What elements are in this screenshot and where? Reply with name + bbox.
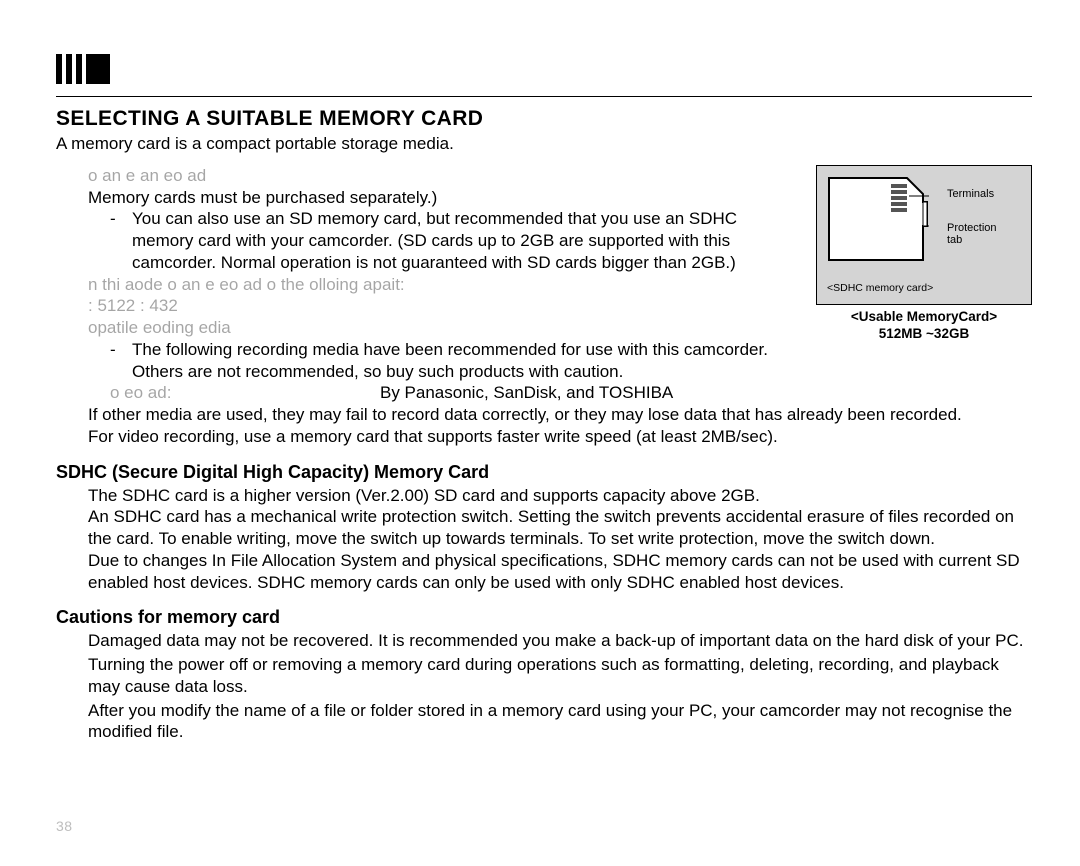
label-protection-line2: tab (947, 234, 962, 246)
sdhc-p1: The SDHC card is a higher version (Ver.2… (56, 485, 1032, 507)
media-brands-row: o eo ad: By Panasonic, SanDisk, and TOSH… (56, 382, 1032, 404)
page-number-value: 38 (56, 818, 73, 834)
dash-icon: - (110, 208, 132, 273)
other-media-warning: If other media are used, they may fail t… (56, 404, 1032, 426)
faint-line-a: o an e an eo ad (56, 165, 1032, 187)
manual-page: SELECTING A SUITABLE MEMORY CARD A memor… (0, 0, 1080, 866)
cautions-heading: Cautions for memory card (56, 607, 1032, 628)
faint-line-d: : 5122 : 432 (56, 295, 1032, 317)
bullet-sd-vs-sdhc: - You can also use an SD memory card, bu… (56, 208, 806, 273)
label-protection-line1: Protection (947, 222, 997, 234)
cautions-p1: Damaged data may not be recovered. It is… (56, 630, 1032, 652)
media-brands-value: By Panasonic, SanDisk, and TOSHIBA (380, 382, 673, 404)
faint-line-c: n thi aode o an e eo ad o the olloing ap… (56, 274, 1032, 296)
bullet-recording-media: - The following recording media have bee… (56, 339, 806, 383)
bullet-2-line1: The following recording media have been … (132, 340, 768, 359)
bullet-1-line3: camcorder. Normal operation is not guara… (132, 253, 736, 272)
cautions-p3: After you modify the name of a file or f… (56, 700, 1032, 744)
label-terminals: Terminals (947, 188, 994, 201)
sdhc-p2: An SDHC card has a mechanical write prot… (56, 506, 1032, 550)
label-protection: Protection tab (947, 222, 997, 247)
sd-card-icon (827, 176, 929, 264)
cautions-p2: Turning the power off or removing a memo… (56, 654, 1032, 698)
header-rule (56, 96, 1032, 97)
sdhc-heading: SDHC (Secure Digital High Capacity) Memo… (56, 462, 1032, 483)
sdhc-p3: Due to changes In File Allocation System… (56, 550, 1032, 594)
bullet-1-line2: memory card with your camcorder. (SD car… (132, 231, 730, 250)
intro-text: A memory card is a compact portable stor… (56, 133, 1032, 155)
section-title: SELECTING A SUITABLE MEMORY CARD (56, 107, 1032, 131)
video-speed-note: For video recording, use a memory card t… (56, 426, 1032, 448)
media-brands-label: o eo ad: (110, 382, 380, 404)
bullet-2-line2: Others are not recommended, so buy such … (132, 362, 623, 381)
page-number: 38 (56, 818, 77, 834)
bullet-1-line1: You can also use an SD memory card, but … (132, 209, 737, 228)
faint-line-e: opatile eoding edia (56, 317, 1032, 339)
header-logo-icon (56, 54, 1032, 90)
dash-icon: - (110, 339, 132, 383)
